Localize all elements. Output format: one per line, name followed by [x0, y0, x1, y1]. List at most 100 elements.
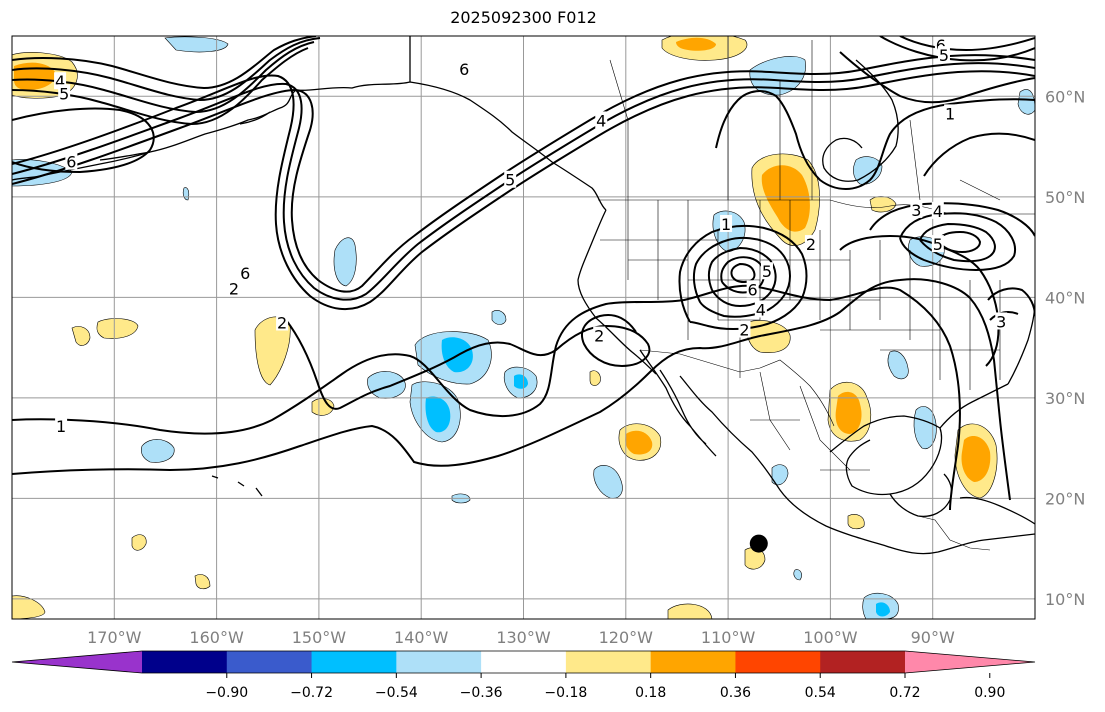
contour-ne-2 — [899, 36, 1035, 51]
contour-trough-4 — [12, 37, 321, 101]
contour-label-bg — [804, 235, 817, 253]
contour-trough-2 — [12, 62, 1035, 301]
lon-tick-label: 110°W — [701, 628, 756, 647]
lon-tick-label: 120°W — [599, 628, 654, 647]
contour-label-bg — [937, 46, 950, 64]
coastline-hawaii — [211, 475, 263, 497]
contour-label: 2 — [594, 327, 604, 346]
colorbar: −0.90 −0.72 −0.54 −0.36 −0.18 0.18 0.36 0.54 0.7… — [11, 650, 1036, 701]
shade-orange-gulf-coast — [835, 391, 862, 434]
contour-label: 2 — [739, 321, 749, 340]
contour-label: 3 — [911, 201, 921, 220]
contour-label-bg — [227, 279, 240, 297]
shade-blue-hudson — [853, 156, 883, 185]
contour-label-bg — [931, 201, 944, 219]
contour-label: 2 — [277, 313, 287, 332]
contour-label: 4 — [55, 72, 65, 91]
contour-trough-5 — [12, 41, 315, 113]
shade-blue-subtropic-e — [491, 310, 507, 325]
contour-label: 5 — [59, 84, 69, 103]
border-central-america — [917, 515, 991, 551]
lon-tick-label: 90°W — [911, 628, 955, 647]
colorbar-segment — [226, 651, 313, 673]
shade-yellow-central-pacific — [254, 316, 291, 386]
shade-orange-canada-core — [761, 165, 810, 232]
coastline-hudson-bay — [822, 59, 899, 182]
shade-yellow-tropics-g — [667, 603, 713, 619]
contour-label-bg — [746, 280, 759, 298]
shade-orange-caribbean — [961, 436, 991, 482]
colorbar-tick-label: −0.36 — [460, 685, 503, 701]
colorbar-segment — [396, 651, 482, 673]
contour-label-bg — [65, 152, 78, 170]
contour-east-low-4 — [937, 231, 981, 253]
contour-4-low — [708, 247, 777, 307]
lon-tick-label: 150°W — [292, 628, 347, 647]
colorbar-segment — [820, 651, 906, 673]
colorbar-outline — [11, 650, 1036, 674]
contour-label: 4 — [756, 300, 766, 319]
contour-label-bg — [720, 214, 733, 232]
lat-tick-label: 50°N — [1045, 188, 1085, 207]
contour-1-subtropic — [12, 284, 961, 511]
lat-tick-label: 10°N — [1045, 590, 1085, 609]
contour-trough-3 — [12, 70, 1035, 311]
coastline-yucatan — [889, 473, 953, 518]
contour-ne-4 — [923, 132, 1035, 177]
colorbar-segment — [735, 651, 821, 673]
colorbar-tick-label: −0.54 — [375, 685, 418, 701]
contour-label-bg — [931, 235, 944, 253]
contour-label: 5 — [933, 235, 943, 254]
shade-orange-alaska-core — [676, 37, 716, 51]
contour-label: 2 — [229, 279, 239, 298]
coastline-cuba — [959, 496, 1035, 525]
shade-blue-southeast — [887, 350, 909, 380]
lat-tick-label: 60°N — [1045, 87, 1085, 106]
shade-blue-subtropic-c-core — [425, 396, 451, 433]
shade-yellow-tropics-c — [311, 398, 335, 416]
contour-label: 3 — [996, 312, 1006, 331]
contour-label: 1 — [945, 104, 955, 123]
contour-west-pac-5 — [12, 107, 155, 173]
colorbar-segment — [311, 651, 397, 673]
contour-ne-3 — [839, 51, 1035, 104]
map-title: 2025092300 F012 — [450, 8, 597, 27]
colorbar-segment — [481, 651, 567, 673]
contour-label: 6 — [936, 36, 946, 55]
gridlines — [12, 36, 1035, 619]
contour-label: 6 — [459, 60, 469, 79]
lon-tick-label: 160°W — [189, 628, 244, 647]
contour-label: 6 — [66, 153, 76, 172]
colorbar-segment — [565, 651, 652, 673]
contour-1-canada — [715, 90, 1035, 190]
colorbar-tick-label: 0.90 — [974, 685, 1005, 701]
contour-label-bg — [595, 111, 608, 129]
contour-label-bg — [593, 326, 606, 344]
contour-label-bg — [944, 104, 957, 122]
contour-label: 5 — [762, 262, 772, 281]
colorbar-tick-label: 0.54 — [805, 685, 836, 701]
contour-label: 5 — [939, 46, 949, 65]
colorbar-tick-label: −0.72 — [290, 685, 333, 701]
political-borders — [409, 36, 1035, 551]
contour-label: 1 — [56, 417, 66, 436]
shade-blue-north-pacific — [164, 36, 229, 53]
coastline-bc — [577, 209, 657, 375]
colorbar-segment — [650, 651, 736, 673]
contour-east-low-1 — [869, 202, 1035, 237]
shade-blue-subtropic-d-core — [514, 374, 528, 389]
colorbar-tick-label: −0.90 — [205, 685, 248, 701]
contour-label-bg — [239, 264, 252, 282]
shade-yellow-west-pacific-a — [96, 318, 139, 339]
contour-1-south — [12, 278, 1011, 501]
shade-yellow-tropics-a — [131, 534, 147, 551]
latitude-ticks: 60°N 50°N 40°N 30°N 20°N 10°N — [1045, 87, 1085, 609]
colorbar-tick-label: −0.18 — [544, 685, 587, 701]
colorbar-segment — [142, 651, 228, 673]
lon-tick-label: 100°W — [803, 628, 858, 647]
lat-tick-label: 40°N — [1045, 288, 1085, 307]
contour-label-bg — [458, 60, 471, 78]
contour-label: 4 — [933, 202, 943, 221]
lon-tick-label: 130°W — [496, 628, 551, 647]
